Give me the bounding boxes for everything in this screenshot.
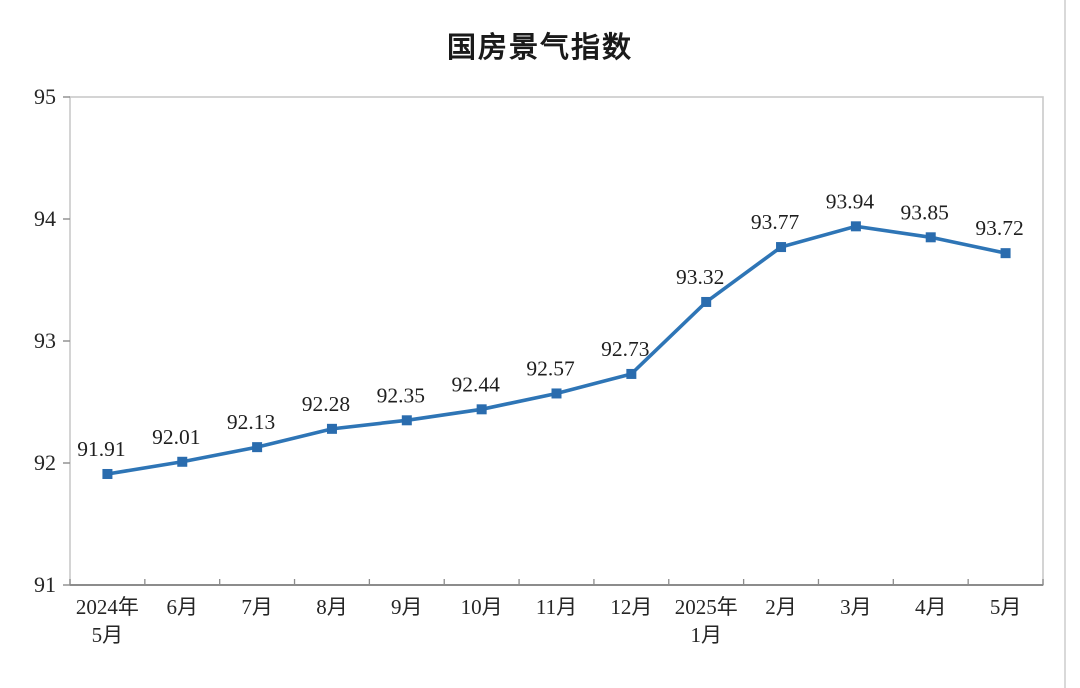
data-point-label: 93.94 [826, 189, 875, 213]
data-point-label: 93.72 [975, 216, 1023, 240]
data-point-label: 93.32 [676, 265, 724, 289]
data-point-marker [401, 415, 412, 426]
data-point-marker [102, 468, 113, 479]
x-axis-tick-label: 2024年 5月 [76, 595, 139, 647]
y-axis-tick-label: 92 [34, 450, 56, 475]
y-axis-tick-label: 94 [34, 206, 56, 231]
data-point-marker [626, 368, 637, 379]
data-point-label: 92.44 [451, 372, 500, 396]
data-point-marker [177, 456, 188, 467]
data-point-label: 92.28 [302, 392, 350, 416]
x-axis-tick-label: 12月 [610, 595, 652, 619]
y-axis-tick-label: 91 [34, 572, 56, 597]
x-axis-tick-label: 2025年 1月 [675, 595, 738, 647]
data-line [107, 224, 1006, 476]
x-axis-tick-label: 2月 [765, 595, 797, 619]
data-point-label: 92.13 [227, 410, 275, 434]
x-axis-tick-label: 4月 [915, 595, 947, 619]
data-point-marker [701, 296, 712, 307]
x-axis-tick-label: 8月 [316, 595, 348, 619]
data-point-marker [776, 242, 787, 253]
data-point-marker [1000, 248, 1011, 259]
data-point-label: 93.85 [901, 200, 949, 224]
page-edge-band [1064, 0, 1066, 688]
x-axis-tick-label: 9月 [391, 595, 423, 619]
plot-border [69, 96, 1044, 586]
x-axis-tick-label: 7月 [241, 595, 273, 619]
data-point-label: 92.57 [526, 356, 575, 380]
chart-title: 国房景气指数 [446, 32, 633, 64]
y-axis-tick-label: 93 [34, 328, 56, 353]
data-point-marker [476, 404, 487, 415]
data-point-marker [326, 423, 337, 434]
y-axis-tick-label: 95 [34, 84, 56, 109]
data-point-marker [850, 221, 861, 232]
data-point-label: 92.35 [377, 383, 425, 407]
x-axis-tick-label: 5月 [990, 595, 1022, 619]
data-point-marker [551, 388, 562, 399]
x-axis-tick-label: 6月 [167, 595, 199, 619]
data-point-label: 91.91 [77, 437, 125, 461]
x-axis-tick-label: 10月 [461, 595, 503, 619]
data-point-label: 92.01 [152, 425, 200, 449]
data-point-label: 93.77 [751, 210, 800, 234]
data-point-marker [252, 442, 263, 453]
data-point-label: 92.73 [601, 337, 649, 361]
x-axis-tick-label: 3月 [840, 595, 872, 619]
x-axis-tick-label: 11月 [536, 595, 577, 619]
data-point-marker [925, 232, 936, 243]
